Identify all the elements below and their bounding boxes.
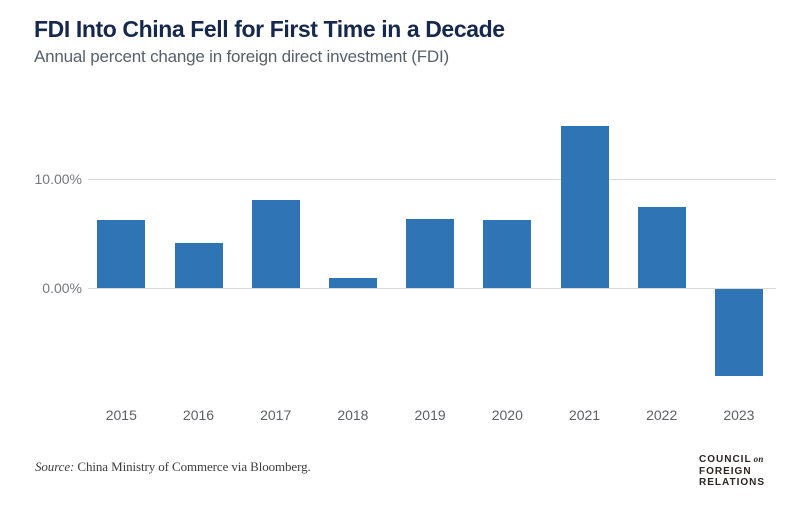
x-axis-label-2017: 2017	[260, 407, 292, 423]
logo-line-2: FOREIGN	[699, 465, 752, 477]
x-axis-label-2015: 2015	[105, 407, 137, 423]
chart-subtitle: Annual percent change in foreign direct …	[34, 47, 449, 66]
x-axis-label-2020: 2020	[491, 407, 523, 423]
cfr-logo: COUNCIL on FOREIGN RELATIONS	[699, 454, 765, 489]
x-axis-label-2022: 2022	[646, 407, 678, 423]
source-label: Source:	[35, 459, 75, 474]
bar-2018	[328, 278, 377, 288]
x-axis-label-2021: 2021	[568, 407, 601, 423]
logo-line-3: RELATIONS	[699, 477, 766, 489]
x-axis-label-2023: 2023	[723, 407, 755, 423]
logo-on-text: on	[753, 454, 764, 464]
x-axis-label-2019: 2019	[414, 407, 446, 423]
bar-2019	[406, 219, 455, 288]
source-note: Source: China Ministry of Commerce via B…	[35, 459, 311, 475]
logo-council-text: COUNCIL	[699, 454, 752, 465]
bar-2015	[97, 220, 146, 288]
bar-2021	[560, 126, 609, 288]
bar-2023	[714, 289, 763, 376]
gridline-0pct	[88, 288, 776, 289]
gridline-10pct	[88, 179, 776, 180]
bar-2016	[174, 243, 223, 288]
x-axis-label-2018: 2018	[337, 407, 369, 423]
y-axis-label-0pct: 0.00%	[42, 280, 82, 296]
chart-title: FDI Into China Fell for First Time in a …	[34, 16, 505, 42]
bar-2020	[483, 220, 532, 288]
source-text: China Ministry of Commerce via Bloomberg…	[77, 459, 311, 474]
x-axis-label-2016: 2016	[182, 407, 215, 423]
logo-line-1: COUNCIL on	[699, 454, 765, 466]
bar-2017	[251, 200, 300, 288]
y-axis-label-10pct: 10.00%	[34, 171, 82, 187]
bar-2022	[637, 207, 686, 288]
